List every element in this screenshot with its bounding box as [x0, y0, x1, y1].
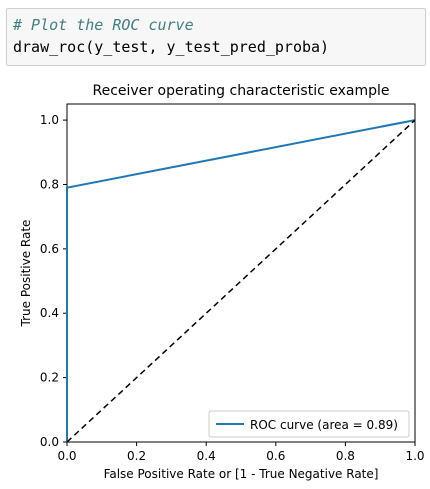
x-axis-label: False Positive Rate or [1 - True Negativ… [104, 467, 379, 481]
roc-chart: Receiver operating characteristic exampl… [19, 83, 425, 481]
chart-title: Receiver operating characteristic exampl… [92, 83, 389, 99]
code-cell[interactable]: # Plot the ROC curve draw_roc(y_test, y_… [6, 8, 426, 66]
x-tick-label: 1.0 [405, 449, 424, 463]
y-tick-label: 0.0 [40, 435, 59, 449]
legend: ROC curve (area = 0.89) [208, 410, 410, 438]
x-tick-label: 0.2 [127, 449, 146, 463]
roc-curve-line [66, 119, 416, 442]
x-tick-label: 0.0 [57, 449, 76, 463]
x-tick-label: 0.8 [336, 449, 355, 463]
y-tick-label: 1.0 [40, 113, 59, 127]
code-call: draw_roc(y_test, y_test_pred_proba) [13, 38, 330, 56]
y-tick-label: 0.4 [40, 306, 59, 320]
x-tick-label: 0.6 [266, 449, 285, 463]
axes: 0.0 0.2 0.4 0.6 0.8 1.0 0.0 0.2 0.4 0.6 0.8 1.0 [40, 113, 425, 463]
legend-label: ROC curve (area = 0.89) [250, 418, 398, 432]
y-tick-label: 0.2 [40, 371, 59, 385]
y-axis-label: True Positive Rate [19, 220, 33, 328]
y-tick-label: 0.8 [40, 177, 59, 191]
y-tick-label: 0.6 [40, 242, 59, 256]
code-comment: # Plot the ROC curve [13, 16, 194, 34]
series-layer [66, 119, 416, 443]
legend-box [208, 410, 410, 438]
chance-diagonal-line [66, 119, 416, 443]
x-tick-label: 0.4 [197, 449, 216, 463]
